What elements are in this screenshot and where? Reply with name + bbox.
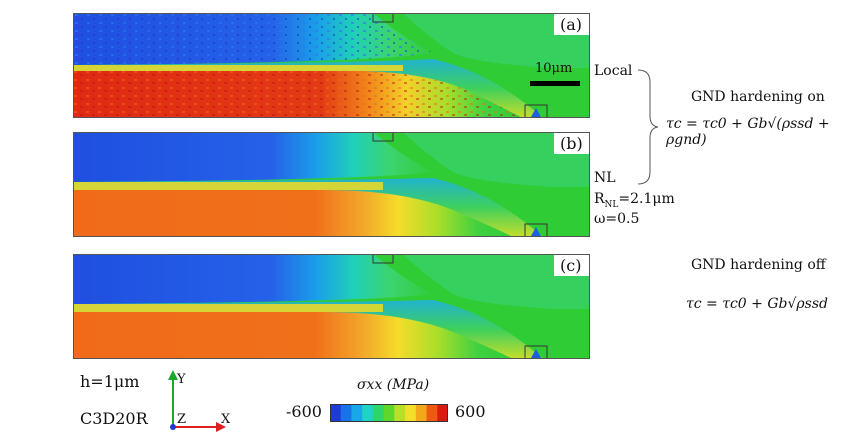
axis-y-label: Y (177, 372, 186, 387)
colorbar-swatch (426, 404, 438, 422)
contour-panel-a: (a) 10μm (73, 13, 590, 118)
colorbar-title: σxx (MPa) (357, 377, 429, 393)
thickness-label: h=1μm (80, 372, 140, 391)
colorbar-max: 600 (455, 402, 486, 421)
colorbar-swatch (383, 404, 395, 422)
element-type-label: C3D20R (80, 409, 148, 428)
gnd-off-equation: τc = τc0 + Gb√ρssd (686, 296, 828, 312)
contour-panel-c: (c) (73, 254, 590, 359)
colorbar-swatch (394, 404, 406, 422)
r-nl-subscript: NL (604, 199, 619, 210)
contour-panel-b: (b) (73, 132, 590, 237)
r-nl-label: RNL=2.1μm (594, 191, 675, 210)
gnd-off-label: GND hardening off (691, 257, 826, 273)
panel-label-c: (c) (560, 256, 582, 275)
axis-z-label: Z (177, 412, 187, 427)
scale-bar-label: 10μm (535, 61, 573, 76)
axis-triad-icon (168, 370, 226, 432)
colorbar-swatch (437, 404, 448, 422)
colorbar-swatch (362, 404, 374, 422)
panel-label-b: (b) (560, 134, 583, 153)
colorbar (330, 404, 448, 422)
colorbar-swatch (351, 404, 363, 422)
colorbar-swatch (405, 404, 417, 422)
axis-x-label: X (221, 412, 231, 427)
colorbar-min: -600 (286, 402, 322, 421)
grouping-brace (637, 69, 659, 185)
panel-label-a: (a) (560, 15, 583, 34)
local-label: Local (594, 63, 633, 79)
gnd-on-label: GND hardening on (691, 89, 825, 105)
colorbar-swatch (340, 404, 352, 422)
colorbar-border (330, 404, 448, 422)
gnd-on-equation: τc = τc0 + Gb√(ρssd + ρgnd) (666, 116, 830, 148)
omega-label: ω=0.5 (594, 211, 640, 227)
r-nl-symbol: R (594, 191, 605, 207)
colorbar-swatch (372, 404, 385, 422)
r-nl-value: =2.1μm (618, 191, 675, 207)
colorbar-swatch (415, 404, 428, 422)
colorbar-title-text: σxx (MPa) (357, 377, 430, 393)
colorbar-swatch (330, 404, 342, 422)
nl-label: NL (594, 170, 616, 186)
